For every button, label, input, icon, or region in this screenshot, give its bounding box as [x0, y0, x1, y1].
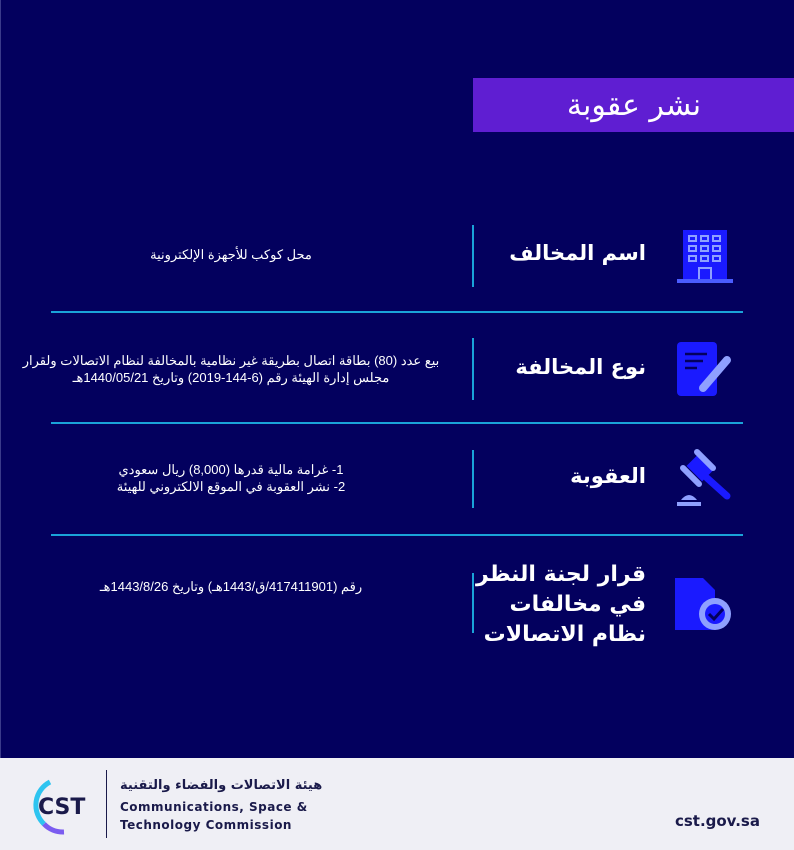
- violator-name-label: اسم المخالف: [509, 241, 646, 265]
- penalty-line-1: 1- غرامة مالية قدرها (8,000) ريال سعودي: [118, 462, 344, 477]
- committee-decision-label: قرار لجنة النظر في مخالفات نظام الاتصالا…: [476, 562, 646, 647]
- divider: [51, 534, 743, 536]
- row-separator: [472, 338, 474, 400]
- committee-decision-value: رقم (417411901/ق/1443هـ) وتاريخ 1443/8/2…: [99, 579, 363, 594]
- cst-logo: CST: [33, 779, 85, 835]
- website-link[interactable]: cst.gov.sa: [674, 812, 760, 830]
- penalty-value: 1- غرامة مالية قدرها (8,000) ريال سعودي …: [1, 461, 461, 495]
- penalty-label: العقوبة: [570, 464, 646, 488]
- row-separator: [472, 225, 474, 287]
- row-separator: [472, 450, 474, 508]
- footer: CST هيئة الاتصالات والفضاء والتقنية Comm…: [0, 758, 794, 850]
- document-pen-icon: [677, 342, 731, 396]
- page-title: نشر عقوبة: [473, 78, 794, 132]
- gavel-icon: [677, 449, 731, 506]
- violator-name-value: محل كوكب للأجهزة الإلكترونية: [150, 247, 312, 262]
- logo-text: CST: [38, 795, 85, 820]
- certified-document-icon: [675, 578, 731, 630]
- penalty-line-2: 2- نشر العقوبة في الموقع الالكتروني للهي…: [116, 479, 346, 494]
- building-icon: [677, 230, 733, 283]
- footer-separator: [106, 770, 107, 838]
- violation-type-label: نوع المخالفة: [515, 355, 646, 379]
- org-name-arabic: هيئة الاتصالات والفضاء والتقنية: [120, 778, 323, 793]
- row-separator: [472, 573, 474, 633]
- org-name-line-1: Communications, Space &: [120, 800, 308, 814]
- divider: [51, 311, 743, 313]
- org-name-english: Communications, Space & Technology Commi…: [120, 798, 308, 834]
- main-panel: نشر عقوبة محل كوكب للأجهزة الإلكترونية ا…: [0, 0, 794, 758]
- divider: [51, 422, 743, 424]
- violation-type-value: بيع عدد (80) بطاقة اتصال بطريقة غير نظام…: [22, 353, 440, 385]
- org-name-line-2: Technology Commission: [120, 818, 292, 832]
